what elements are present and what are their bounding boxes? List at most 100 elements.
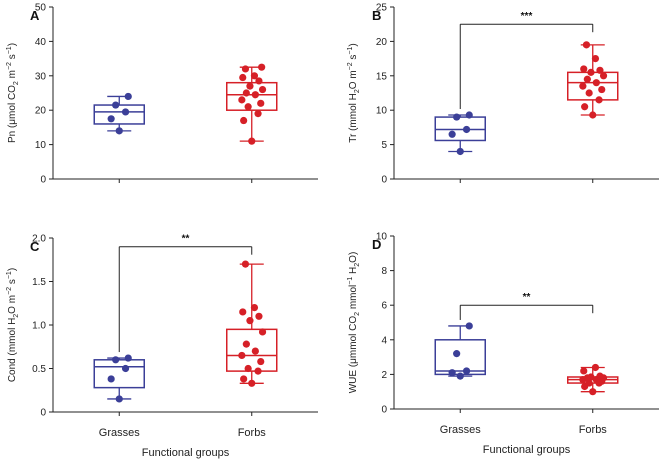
data-point [258,85,267,94]
data-point [448,369,456,377]
panel-c: 0 0.5 1.0 1.5 2.0 Grasses Forbs Functional grou… [6,234,318,459]
y-tick-label: 20 [376,37,388,48]
y-axis-title-part: 2 [13,81,20,85]
data-point [462,367,471,375]
y-tick-label: 20 [35,106,47,117]
data-point [596,372,604,380]
data-point [246,317,254,325]
box [226,328,278,372]
data-point [462,125,471,134]
y-axis-title-part: ) [348,43,359,46]
data-point [121,108,130,116]
data-point [599,72,608,80]
data-point [244,103,252,111]
data-point [112,101,120,109]
data-point [465,111,473,119]
significance-label: ** [182,234,190,245]
y-tick-label: 5 [381,140,387,151]
data-point [585,89,593,97]
data-point [251,91,259,99]
data-point [121,364,130,373]
y-axis-title-part: −1 [6,271,13,279]
data-point [580,367,588,375]
y-tick-label: 0 [381,175,387,186]
data-point [591,55,600,63]
y-axis-title-part: Pn (μmol CO [7,85,18,143]
y-axis-title: Pn (μmol CO2 m−2 s−1) [6,43,20,143]
y-axis-title-part: s [348,55,359,63]
x-category-label: Grasses [440,424,481,436]
data-point [115,127,123,135]
data-point [465,322,473,330]
data-point [587,373,595,381]
y-axis-title-part: ) [7,268,18,271]
y-tick-label: 6 [381,301,387,312]
significance-label: ** [523,292,531,303]
data-point [250,72,259,80]
data-point [589,388,597,396]
data-point [587,68,595,76]
significance-bracket: *** [459,11,594,110]
y-tick-label: 2.0 [32,234,46,245]
data-point [255,312,263,320]
data-point [238,351,246,360]
y-tick-label: 0 [381,405,387,416]
data-point [456,372,464,380]
y-tick-label: 40 [35,37,47,48]
y-axis-title-part: −2 [6,62,13,70]
data-point [580,65,588,73]
data-point [581,103,589,111]
x-category-label: Forbs [238,427,267,439]
series-grasses [93,92,145,135]
y-axis-title-part: m [7,70,18,81]
data-point [107,115,115,123]
data-point [246,82,254,90]
data-point [453,113,461,121]
series-grasses [93,354,145,403]
data-point [239,73,247,82]
data-point [254,367,262,375]
significance-bracket: ** [459,292,594,320]
x-category-label: Grasses [99,427,140,439]
y-axis-title-part: 2 [13,314,20,318]
y-axis-title-part: ) [7,43,18,46]
data-point [250,304,259,312]
panel-a: 0 10 20 30 40 50A Pn (μmol CO2 m−2 s−1) [6,3,318,186]
data-point [598,85,606,94]
y-axis-title-part: s [7,279,18,287]
y-tick-label: 0 [40,175,46,186]
series-forbs [226,260,278,387]
y-axis-title: WUE (μmmol CO2 mmol−1 H2O) [347,252,361,394]
data-point [591,363,600,372]
significance-bracket: ** [118,234,253,353]
data-point [582,41,591,49]
data-point [115,395,123,403]
data-point [124,92,132,101]
data-point [248,379,256,387]
data-point [242,89,250,97]
data-point [241,65,250,73]
data-point [596,66,604,74]
series-forbs [567,363,619,396]
series-grasses [434,322,486,380]
y-tick-label: 8 [381,266,387,277]
y-tick-label: 4 [381,335,387,346]
panel-b: 0 5 10 15 20 25B Tr (mmol H2O m−2 s−1) *** [347,3,659,186]
data-point [244,364,252,373]
y-axis-title-part: −2 [6,287,13,295]
data-point [240,116,248,125]
data-point [238,96,246,104]
y-axis-title-part: H [348,267,359,277]
data-point [257,99,265,107]
data-point [248,137,256,145]
data-point [242,340,250,348]
x-axis-title: Functional groups [142,447,230,459]
y-tick-label: 10 [35,140,47,151]
data-point [448,130,456,138]
data-point [124,354,132,362]
data-point [241,260,250,268]
box [93,359,145,389]
data-point [258,328,267,336]
panel-letter: B [372,8,381,23]
